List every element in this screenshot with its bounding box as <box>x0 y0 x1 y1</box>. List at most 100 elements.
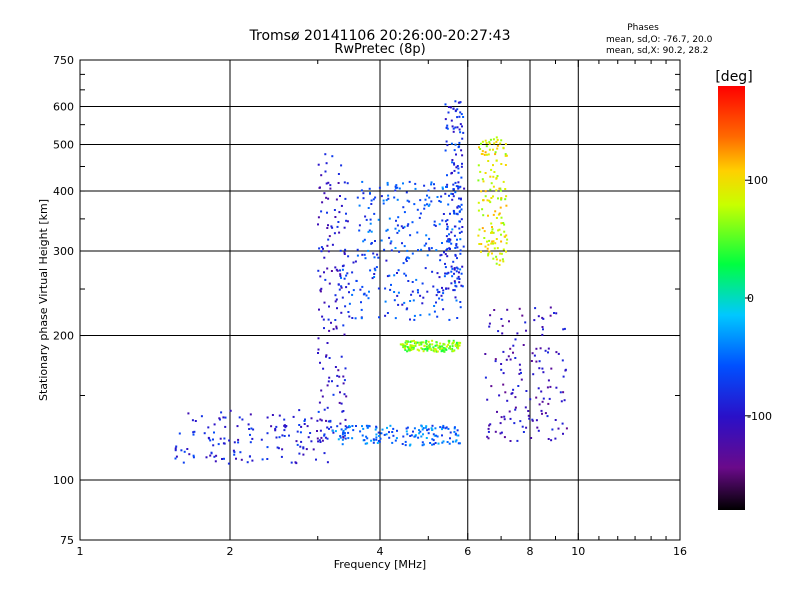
data-point <box>422 341 425 344</box>
data-point <box>431 424 434 427</box>
y-tick-label: 100 <box>53 474 74 487</box>
data-point <box>320 210 323 213</box>
data-point <box>351 425 354 427</box>
data-point <box>496 175 499 177</box>
x-tick-label: 6 <box>464 545 471 558</box>
data-point <box>427 340 430 343</box>
data-point <box>454 109 457 112</box>
data-point <box>319 418 322 421</box>
data-point <box>370 199 373 202</box>
data-point <box>449 431 452 434</box>
data-point <box>389 242 392 245</box>
data-point <box>499 142 502 145</box>
data-point <box>335 325 338 328</box>
data-point <box>487 214 489 217</box>
data-point <box>319 275 322 278</box>
data-point <box>246 461 249 464</box>
data-point <box>396 272 398 274</box>
data-point <box>460 176 463 179</box>
data-point <box>456 317 459 319</box>
data-point <box>336 269 339 272</box>
data-point <box>447 106 450 108</box>
data-point <box>512 388 515 391</box>
data-point <box>407 223 410 226</box>
data-point <box>310 417 313 420</box>
data-point <box>319 441 322 443</box>
data-point <box>442 292 445 295</box>
data-point <box>342 264 345 267</box>
data-point <box>504 391 507 394</box>
data-point <box>445 272 448 275</box>
data-point <box>494 430 497 433</box>
data-point <box>384 314 387 317</box>
data-point <box>535 419 538 422</box>
data-point <box>241 418 244 421</box>
data-point <box>394 247 397 249</box>
x-tick-label: 10 <box>571 545 585 558</box>
data-point <box>409 344 412 347</box>
data-point <box>488 424 491 427</box>
data-point <box>433 220 436 223</box>
data-point <box>426 290 429 293</box>
data-point <box>305 448 308 451</box>
data-point <box>416 341 419 344</box>
data-point <box>447 287 450 290</box>
data-point <box>327 380 330 383</box>
data-point <box>331 243 334 246</box>
data-point <box>296 430 299 433</box>
data-point <box>500 363 503 365</box>
data-point <box>496 144 499 147</box>
data-point <box>266 432 269 435</box>
data-point <box>385 199 388 202</box>
data-point <box>248 428 251 430</box>
data-point <box>337 182 340 184</box>
data-point <box>504 164 507 166</box>
data-point <box>456 277 459 280</box>
data-point <box>445 348 448 351</box>
data-point <box>335 198 338 201</box>
data-point <box>207 426 210 429</box>
data-point <box>489 201 492 204</box>
data-point <box>450 119 453 122</box>
data-point <box>460 149 463 152</box>
data-point <box>453 149 456 152</box>
data-point <box>332 431 335 434</box>
data-point <box>496 410 498 413</box>
data-point <box>455 285 458 288</box>
data-point <box>327 224 329 227</box>
data-point <box>495 189 498 192</box>
data-point <box>362 427 365 430</box>
data-point <box>452 339 455 342</box>
data-point <box>316 419 319 422</box>
data-point <box>459 341 462 344</box>
data-point <box>275 425 278 428</box>
data-point <box>377 287 380 290</box>
data-point <box>397 291 400 294</box>
data-point <box>409 346 411 349</box>
data-point <box>499 432 502 435</box>
data-point <box>237 438 240 441</box>
data-point <box>409 318 411 321</box>
data-point <box>457 442 460 445</box>
data-point <box>490 230 493 233</box>
data-point <box>446 183 449 186</box>
data-point <box>417 436 420 439</box>
data-point <box>457 347 460 350</box>
y-tick-label: 200 <box>53 330 74 343</box>
data-point <box>450 192 453 195</box>
data-point <box>454 143 457 146</box>
data-point <box>317 216 320 219</box>
data-point <box>490 197 493 199</box>
data-point <box>487 243 490 246</box>
data-point <box>449 106 452 109</box>
data-point <box>411 281 414 283</box>
data-point <box>302 453 305 456</box>
data-point <box>444 266 447 269</box>
data-point <box>328 305 330 308</box>
data-point <box>452 289 455 292</box>
data-point <box>487 427 490 430</box>
data-point <box>377 218 380 221</box>
data-point <box>488 250 491 253</box>
data-point <box>439 200 442 203</box>
data-point <box>477 201 480 204</box>
